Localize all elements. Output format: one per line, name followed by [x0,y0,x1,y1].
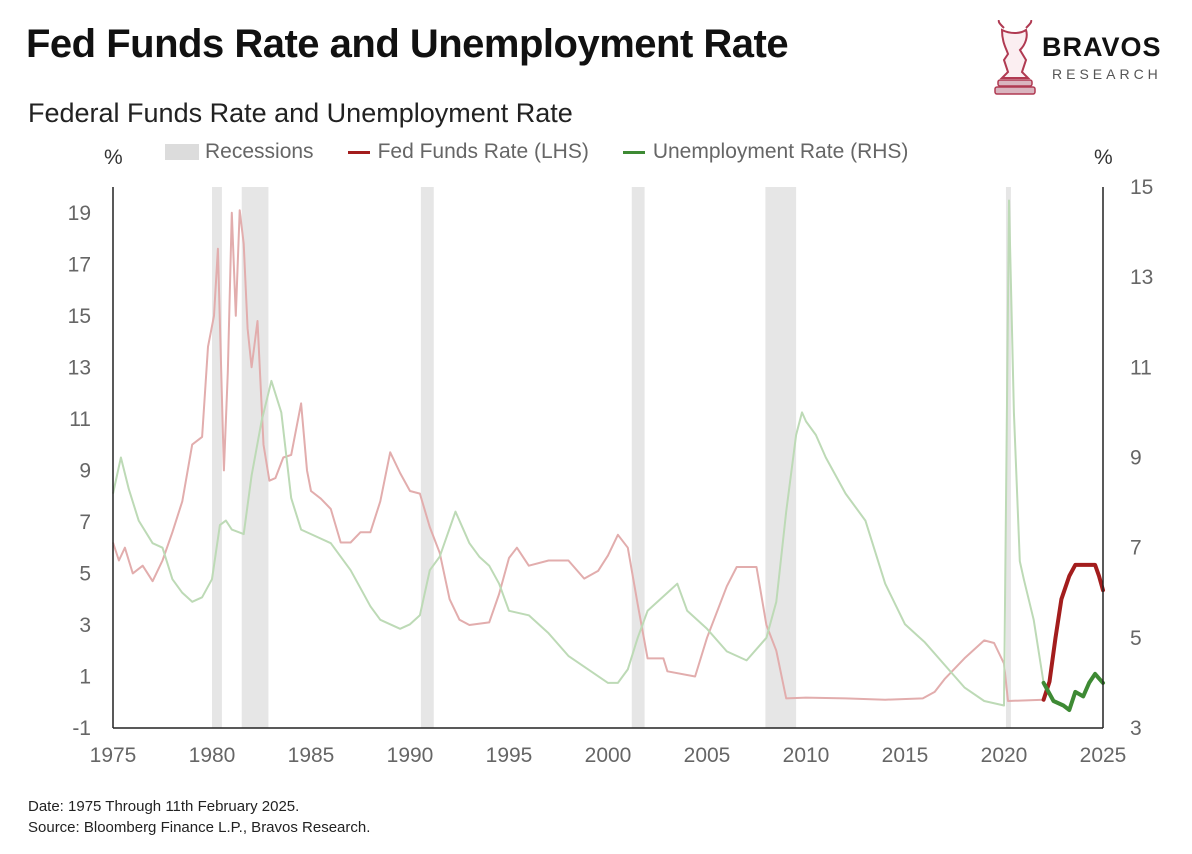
right-tick-label: 13 [1130,266,1153,289]
right-tick-label: 11 [1130,356,1152,379]
legend-item-recessions: Recessions [165,140,314,164]
unemployment-swatch [622,150,645,154]
recession-band [212,187,222,728]
recession-band [1005,187,1011,728]
x-tick-label: 2015 [882,744,929,767]
unemployment-line-history [112,199,1045,707]
x-tick-label: 1980 [189,744,236,767]
right-axis-unit: % [1094,146,1113,169]
left-tick-label: 5 [79,562,91,585]
right-tick-label: 9 [1130,447,1142,470]
recession-band [420,187,434,728]
chart-title: Federal Funds Rate and Unemployment Rate [28,98,573,128]
right-tick-label: 3 [1130,717,1142,740]
page-title: Fed Funds Rate and Unemployment Rate [26,22,789,66]
x-tick-label: 2010 [783,744,830,767]
legend-label: Fed Funds Rate (LHS) [377,140,589,163]
left-tick-label: -1 [72,717,91,740]
legend-label: Unemployment Rate (RHS) [652,140,909,163]
x-tick-label: 1990 [387,744,434,767]
x-tick-label: 1995 [486,744,533,767]
right-tick-label: 15 [1130,176,1153,199]
logo-subtext: RESEARCH [1052,66,1162,82]
fed-funds-line-recent [1041,562,1105,702]
left-tick-label: 7 [79,511,91,534]
unemployment-line-recent [1041,671,1105,712]
legend-label: Recessions [205,140,314,163]
series-lines [112,199,1105,712]
left-tick-label: 13 [68,356,91,379]
x-tick-label: 2020 [981,744,1028,767]
left-tick-label: 3 [79,614,91,637]
x-tick-label: 2005 [684,744,731,767]
left-tick-label: 9 [79,459,91,482]
date-note: Date: 1975 Through 11th February 2025. [28,798,300,815]
recession-band [631,187,645,728]
recession-swatch [165,144,199,160]
recession-band [765,187,797,728]
left-tick-label: 17 [68,253,91,276]
x-tick-label: 1975 [90,744,137,767]
source-note: Source: Bloomberg Finance L.P., Bravos R… [28,819,371,836]
x-tick-label: 2025 [1080,744,1127,767]
x-tick-label: 2000 [585,744,632,767]
recession-bands [212,187,1011,728]
chart-footer: Date: 1975 Through 11th February 2025. S… [28,796,370,838]
chart-legend: Recessions Fed Funds Rate (LHS) Unemploy… [165,140,942,164]
left-tick-label: 11 [69,408,91,431]
x-tick-label: 1985 [288,744,335,767]
legend-item-fed-funds: Fed Funds Rate (LHS) [347,140,589,164]
fed-funds-swatch [347,150,370,154]
logo-wordmark: BRAVOS [1042,32,1162,62]
left-tick-label: 1 [79,665,91,688]
bull-knight-icon [994,19,1036,95]
left-axis-unit: % [104,146,123,169]
right-tick-label: 5 [1130,627,1142,650]
left-tick-label: 19 [68,202,91,225]
right-tick-label: 7 [1130,537,1142,560]
legend-item-unemployment: Unemployment Rate (RHS) [622,140,909,164]
bravos-logo: BRAVOS RESEARCH [990,19,1180,100]
left-tick-label: 15 [68,305,91,328]
